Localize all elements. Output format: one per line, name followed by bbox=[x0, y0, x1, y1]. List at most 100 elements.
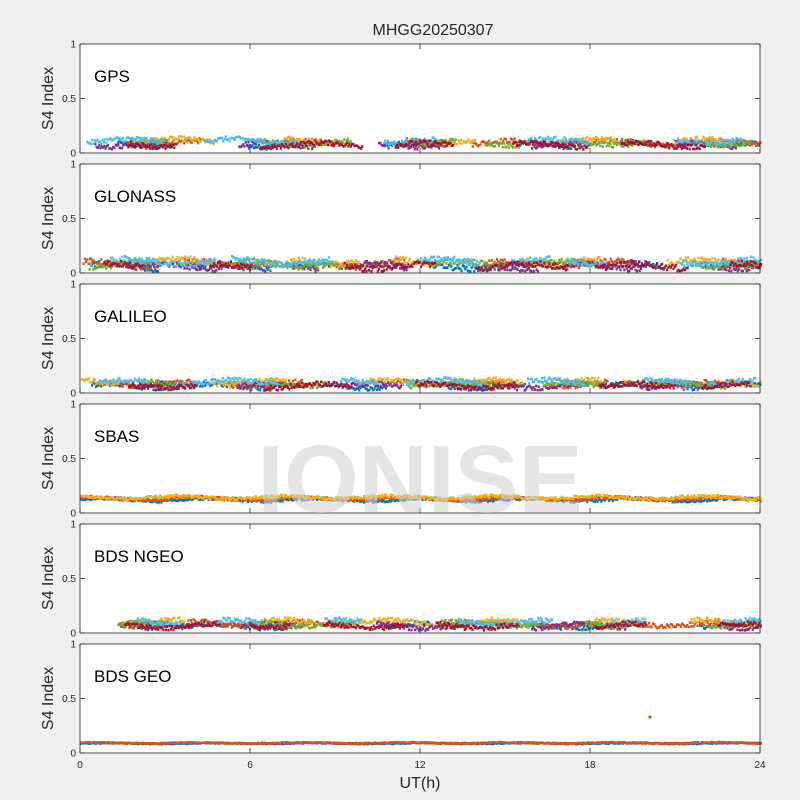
data-point bbox=[248, 261, 252, 265]
data-point bbox=[436, 385, 439, 388]
data-point bbox=[693, 260, 696, 263]
data-point bbox=[548, 262, 551, 265]
data-point bbox=[239, 260, 242, 263]
data-point bbox=[246, 138, 249, 142]
data-point bbox=[173, 139, 176, 142]
data-point bbox=[258, 388, 262, 392]
data-point bbox=[738, 259, 741, 263]
data-point bbox=[540, 260, 543, 264]
data-point bbox=[150, 137, 153, 140]
data-point bbox=[531, 140, 534, 143]
data-point bbox=[321, 266, 325, 269]
data-point bbox=[296, 140, 299, 144]
data-point bbox=[141, 267, 144, 270]
data-point bbox=[627, 380, 630, 383]
data-point bbox=[443, 140, 446, 144]
data-point bbox=[566, 268, 569, 271]
data-point bbox=[167, 257, 170, 260]
data-point bbox=[629, 141, 632, 144]
data-point bbox=[439, 139, 442, 142]
data-point bbox=[692, 388, 696, 391]
data-point bbox=[478, 381, 481, 384]
data-point bbox=[730, 260, 733, 264]
data-point bbox=[597, 256, 600, 259]
data-point bbox=[269, 146, 272, 149]
data-point bbox=[194, 257, 197, 261]
data-point bbox=[237, 267, 240, 271]
data-point bbox=[438, 262, 442, 266]
data-point bbox=[675, 147, 678, 150]
data-point bbox=[140, 257, 143, 261]
data-point bbox=[569, 138, 572, 142]
data-point bbox=[508, 268, 511, 272]
data-point bbox=[324, 263, 327, 266]
data-point bbox=[434, 140, 437, 143]
data-point bbox=[555, 144, 558, 147]
data-point bbox=[509, 380, 512, 383]
data-point bbox=[589, 379, 592, 383]
data-point bbox=[582, 148, 585, 151]
data-point bbox=[143, 137, 146, 140]
data-point bbox=[119, 141, 122, 144]
data-point bbox=[640, 263, 643, 267]
data-point bbox=[156, 264, 159, 268]
data-point bbox=[287, 135, 290, 139]
data-point bbox=[706, 264, 709, 268]
data-point bbox=[231, 265, 234, 269]
data-point bbox=[137, 140, 140, 143]
data-point bbox=[156, 381, 159, 385]
data-point bbox=[362, 264, 365, 267]
data-point bbox=[570, 137, 574, 141]
data-point bbox=[179, 256, 182, 260]
data-point bbox=[402, 380, 405, 384]
data-point bbox=[327, 256, 331, 259]
data-point bbox=[568, 147, 571, 150]
data-point bbox=[572, 143, 575, 147]
data-point bbox=[292, 145, 295, 149]
data-point bbox=[378, 388, 381, 392]
data-point bbox=[150, 382, 153, 385]
data-point bbox=[510, 378, 513, 382]
data-point bbox=[713, 141, 716, 145]
data-point bbox=[297, 145, 300, 148]
data-point bbox=[190, 139, 194, 142]
data-point bbox=[464, 141, 468, 145]
data-point bbox=[479, 143, 482, 147]
data-point bbox=[243, 265, 246, 269]
data-point bbox=[217, 137, 220, 140]
data-point bbox=[756, 384, 759, 388]
data-point bbox=[151, 141, 154, 144]
data-point bbox=[347, 387, 351, 390]
data-point bbox=[393, 140, 396, 143]
data-point bbox=[538, 141, 542, 144]
data-point bbox=[179, 140, 182, 143]
data-point bbox=[652, 266, 655, 270]
data-point bbox=[495, 376, 498, 380]
data-point bbox=[107, 262, 110, 265]
data-point bbox=[195, 139, 198, 143]
data-point bbox=[234, 264, 238, 268]
data-point bbox=[497, 260, 500, 263]
data-point bbox=[441, 140, 444, 143]
data-point bbox=[726, 143, 729, 146]
data-point bbox=[656, 140, 659, 144]
data-point bbox=[310, 141, 313, 144]
data-point bbox=[213, 139, 216, 142]
data-point bbox=[549, 137, 552, 140]
data-point bbox=[639, 141, 643, 145]
data-point bbox=[108, 264, 111, 268]
data-point bbox=[242, 143, 245, 146]
data-point bbox=[541, 142, 544, 145]
data-point bbox=[507, 377, 510, 381]
data-point bbox=[722, 257, 725, 261]
data-point bbox=[622, 258, 625, 262]
data-point bbox=[325, 262, 328, 265]
data-point bbox=[268, 384, 271, 387]
data-point bbox=[197, 137, 200, 141]
data-point bbox=[250, 263, 253, 267]
data-point bbox=[403, 261, 406, 264]
data-point bbox=[634, 264, 637, 267]
data-point bbox=[364, 260, 367, 263]
data-point bbox=[734, 262, 737, 266]
data-point bbox=[157, 386, 160, 389]
